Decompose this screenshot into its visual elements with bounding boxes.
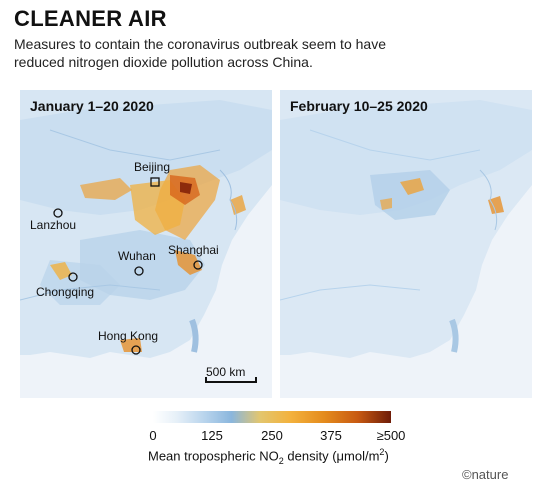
map-january-graphic xyxy=(20,90,272,398)
lanzhou-marker xyxy=(53,208,63,218)
legend-tick-0: 0 xyxy=(149,428,157,443)
hong-kong-marker xyxy=(131,345,141,355)
scale-bar-label: 500 km xyxy=(206,365,246,379)
city-label-wuhan: Wuhan xyxy=(118,249,156,263)
city-label-chongqing: Chongqing xyxy=(36,285,95,299)
legend-tick-500: ≥500 xyxy=(376,428,406,443)
city-markers xyxy=(53,177,257,383)
beijing-marker xyxy=(150,177,160,187)
legend-tick-375: 375 xyxy=(320,428,342,443)
color-scale-legend xyxy=(153,411,391,423)
nature-credit: ©nature xyxy=(462,467,509,482)
figure-subtitle: Measures to contain the coronavirus outb… xyxy=(14,36,386,70)
map-january: January 1–20 2020 Beijing Lanzhou Wuhan … xyxy=(20,90,272,398)
wuhan-marker xyxy=(134,266,144,276)
panel-title-february: February 10–25 2020 xyxy=(290,98,428,114)
panel-title-january: January 1–20 2020 xyxy=(30,98,154,114)
map-february-graphic xyxy=(280,90,532,398)
city-label-lanzhou: Lanzhou xyxy=(30,218,77,232)
legend-tick-125: 125 xyxy=(201,428,223,443)
figure-title: CLEANER AIR xyxy=(14,6,167,31)
city-label-shanghai: Shanghai xyxy=(168,243,219,257)
map-february: February 10–25 2020 xyxy=(280,90,532,398)
legend-tick-250: 250 xyxy=(261,428,283,443)
chongqing-marker xyxy=(68,272,78,282)
city-label-hong-kong: Hong Kong xyxy=(98,329,159,343)
legend-caption: Mean tropospheric NO2 density (μmol/m2) xyxy=(148,447,389,466)
city-label-beijing: Beijing xyxy=(134,160,171,174)
shanghai-marker xyxy=(193,260,203,270)
